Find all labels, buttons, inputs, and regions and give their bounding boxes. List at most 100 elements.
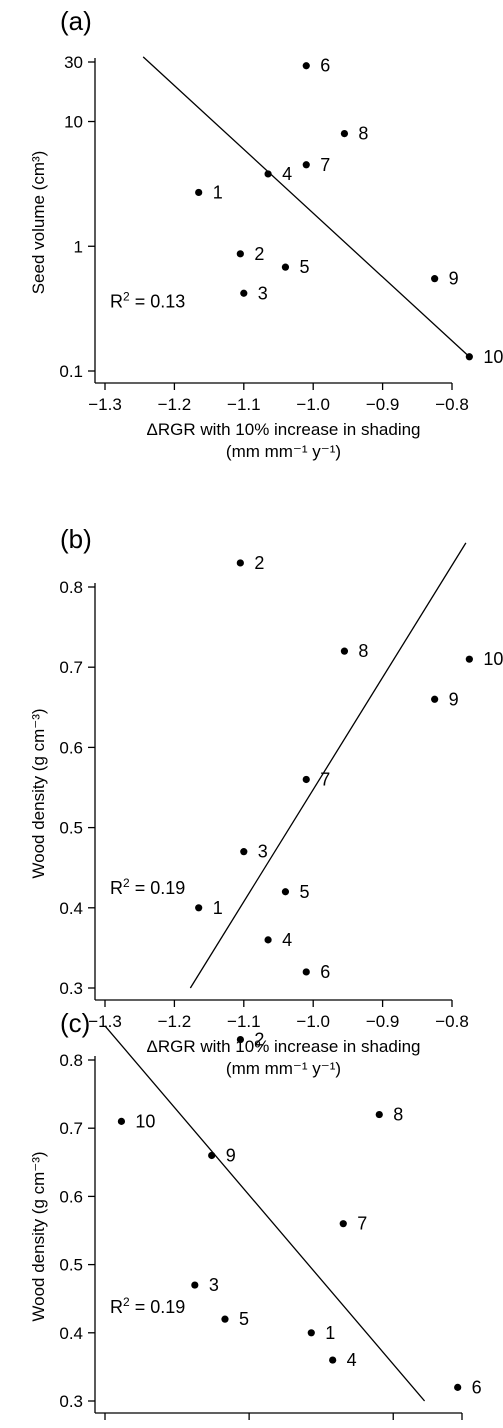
- data-point: [431, 275, 439, 283]
- x-axis-title: ΔRGR with 10% increase in shading: [146, 420, 420, 439]
- panel-b: (b) 0.3 0.4 0.5 0.6 0.7 0.8 −1.3 −1.2 −1.1 −1.0 −0.…: [29, 524, 503, 1078]
- data-point-label: 9: [449, 269, 459, 289]
- data-point-label: 3: [258, 283, 268, 303]
- x-axis-title-units: (mm mm⁻¹ y⁻¹): [226, 1059, 341, 1078]
- r-squared-label: R2 = 0.19: [110, 1295, 185, 1317]
- r-squared-label: R2 = 0.13: [110, 289, 185, 311]
- data-point: [302, 62, 310, 70]
- data-point-label: 2: [254, 244, 264, 264]
- data-point: [236, 1035, 245, 1044]
- data-point: [195, 188, 203, 197]
- x-axis-title: ΔRGR with 10% increase in shading: [146, 1037, 420, 1056]
- y-tick-label: 0.6: [59, 738, 83, 757]
- panel-label: (c): [60, 1008, 90, 1038]
- y-tick-label: 0.7: [59, 1119, 83, 1138]
- x-tick-label: −1.1: [227, 1012, 261, 1031]
- panel-a: (a) 0.1 1 10 30 −1.3 −1.2 −1.1 −1.0 −0.9 −0.8 ΔRGR …: [29, 6, 503, 461]
- data-point: [191, 1281, 199, 1289]
- data-point-label: 5: [299, 257, 309, 277]
- y-tick-label: 0.3: [59, 979, 83, 998]
- regression-line: [142, 56, 470, 358]
- data-point-label: 7: [320, 155, 330, 175]
- data-point-label: 6: [320, 56, 330, 76]
- data-point-label: 9: [449, 689, 459, 709]
- x-tick-label: −0.8: [435, 1012, 469, 1031]
- data-point-label: 7: [357, 1214, 367, 1234]
- y-tick-label: 0.6: [59, 1187, 83, 1206]
- data-point-label: 6: [320, 962, 330, 982]
- data-point-label: 3: [258, 842, 268, 862]
- x-tick-label: −0.8: [435, 395, 469, 414]
- data-point: [264, 936, 272, 944]
- regression-line: [104, 1025, 426, 1402]
- x-tick-label: −0.9: [366, 1012, 400, 1031]
- data-point: [465, 353, 473, 361]
- data-point: [339, 1220, 347, 1228]
- data-point: [302, 968, 310, 976]
- data-point-label: 3: [209, 1275, 219, 1295]
- x-tick-label: −1.3: [88, 1012, 122, 1031]
- x-tick-label: 0.1: [93, 1425, 117, 1428]
- data-point: [240, 289, 248, 297]
- y-tick-label: 0.1: [59, 362, 83, 381]
- y-tick-label: 0.8: [59, 578, 83, 597]
- data-point: [329, 1356, 337, 1364]
- x-tick-label: 10: [384, 1425, 403, 1428]
- data-point-label: 10: [135, 1111, 155, 1131]
- x-tick-label: −1.0: [296, 1012, 330, 1031]
- data-point: [307, 1329, 315, 1337]
- x-tick-label: 1: [244, 1425, 253, 1428]
- data-point-label: 5: [299, 882, 309, 902]
- data-point-label: 10: [483, 347, 503, 367]
- data-point: [375, 1110, 383, 1119]
- y-tick-label: 10: [64, 113, 83, 132]
- data-point-label: 1: [213, 182, 223, 202]
- panel-label: (a): [60, 6, 92, 36]
- data-point: [195, 904, 203, 912]
- y-tick-label: 0.5: [59, 819, 83, 838]
- y-axis-title: Seed volume (cm³): [29, 151, 48, 295]
- data-point: [208, 1151, 216, 1160]
- data-point-label: 7: [320, 769, 330, 789]
- data-point: [264, 170, 272, 178]
- data-point: [431, 695, 439, 703]
- x-tick-label: −1.3: [88, 395, 122, 414]
- y-tick-label: 0.7: [59, 658, 83, 677]
- y-tick-label: 0.4: [59, 899, 83, 918]
- x-tick-label: 30: [453, 1425, 472, 1428]
- data-point: [281, 263, 290, 271]
- data-point-label: 8: [393, 1105, 403, 1125]
- panel-label: (b): [60, 524, 92, 554]
- data-point-label: 1: [325, 1323, 335, 1343]
- panel-c: (c)0.30.40.50.60.70.80.111030Seed volume…: [29, 1008, 482, 1428]
- data-point-label: 6: [472, 1377, 482, 1397]
- data-point-label: 1: [213, 898, 223, 918]
- data-point-label: 8: [358, 641, 368, 661]
- data-point-label: 4: [347, 1350, 357, 1370]
- x-tick-label: −1.2: [158, 395, 192, 414]
- x-tick-label: −1.1: [227, 395, 261, 414]
- regression-line: [189, 542, 467, 989]
- y-tick-label: 30: [64, 53, 83, 72]
- y-axis-title: Wood density (g cm⁻³): [29, 708, 48, 878]
- data-point: [236, 559, 244, 567]
- data-point-label: 4: [282, 930, 292, 950]
- data-point-label: 8: [358, 124, 368, 144]
- r-squared-label: R2 = 0.19: [110, 876, 185, 898]
- y-tick-label: 0.3: [59, 1392, 83, 1411]
- data-point-label: 4: [282, 164, 292, 184]
- x-tick-label: −1.0: [296, 395, 330, 414]
- y-tick-label: 1: [74, 237, 83, 256]
- data-point: [302, 161, 310, 169]
- data-point: [340, 130, 349, 138]
- y-axis-title: Wood density (g cm⁻³): [29, 1151, 48, 1321]
- data-point: [302, 775, 310, 784]
- data-point: [281, 888, 290, 896]
- data-point: [240, 848, 248, 856]
- x-axis-title-units: (mm mm⁻¹ y⁻¹): [226, 442, 341, 461]
- y-tick-label: 0.5: [59, 1256, 83, 1275]
- data-point-label: 2: [254, 553, 264, 573]
- x-tick-label: −1.2: [158, 1012, 192, 1031]
- data-point: [221, 1315, 229, 1323]
